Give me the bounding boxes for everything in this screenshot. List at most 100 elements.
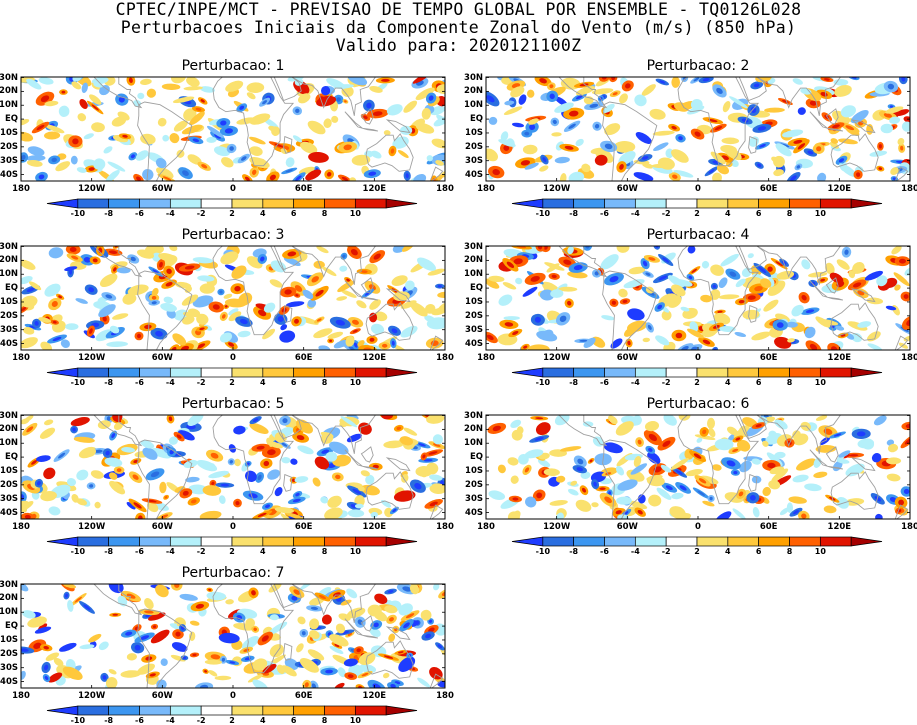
colorbar-label: -10 [70, 547, 86, 556]
perturbation-core [576, 467, 584, 472]
perturbation-core [648, 433, 658, 442]
perturbation-core [83, 256, 91, 263]
perturbation-blob [502, 282, 517, 290]
perturbation-blob [268, 621, 288, 635]
perturbation-blob [185, 476, 200, 483]
perturbation-core [57, 452, 66, 459]
colorbar-label: 8 [321, 378, 328, 387]
colorbar-label: 2 [229, 209, 235, 218]
perturbation-blob [524, 162, 539, 170]
colorbar-label: 8 [321, 209, 328, 218]
perturbation-core [549, 84, 554, 89]
perturbation-blob [169, 436, 178, 445]
perturbation-blob [225, 80, 244, 92]
colorbar-label: -4 [630, 547, 640, 556]
perturbation-blob [417, 257, 436, 271]
perturbation-core [568, 123, 576, 129]
perturbation-core [564, 145, 574, 150]
perturbation-core [129, 503, 134, 508]
perturbation-core [712, 284, 717, 289]
perturbation-blob [488, 275, 505, 283]
perturbation-core [777, 478, 787, 484]
perturbation-core [182, 170, 189, 176]
perturbation-blob [140, 133, 156, 145]
perturbation-core [577, 458, 584, 465]
perturbation-blob [163, 296, 174, 304]
perturbation-core [89, 328, 93, 334]
perturbation-core [346, 278, 350, 282]
perturbation-blob [269, 614, 279, 621]
lon-label: 60E [759, 353, 778, 363]
perturbation-core [371, 315, 375, 320]
perturbation-blob [554, 156, 570, 164]
perturbation-blob [616, 496, 632, 505]
lon-label: 60E [759, 184, 778, 194]
perturbation-blob [249, 146, 263, 156]
perturbation-core [898, 499, 905, 506]
lon-label: 120E [827, 184, 852, 194]
perturbation-blob [671, 284, 686, 297]
perturbation-core [344, 100, 347, 103]
perturbation-blob [369, 85, 383, 93]
perturbation-blob [426, 317, 445, 330]
perturbation-blob [656, 487, 672, 500]
colorbar-label: -8 [104, 716, 114, 725]
perturbation-core [403, 622, 410, 629]
perturbation-core [290, 302, 300, 306]
perturbation-core [594, 123, 600, 129]
perturbation-blob [886, 457, 902, 465]
perturbation-blob [873, 415, 887, 426]
perturbation-core [844, 249, 849, 255]
perturbation-blob [356, 300, 367, 309]
colorbar-swatch [696, 198, 729, 209]
perturbation-core [352, 329, 358, 333]
colorbar-label: 10 [349, 378, 361, 387]
perturbation-core [311, 683, 317, 688]
perturbation-blob [189, 631, 196, 641]
colorbar-label: -6 [600, 378, 609, 387]
perturbation-core [224, 635, 234, 641]
perturbation-blob [369, 299, 381, 310]
perturbation-core [647, 324, 652, 330]
perturbation-blob [182, 315, 195, 325]
perturbation-core [648, 257, 656, 261]
perturbation-blob [751, 458, 761, 465]
perturbation-blob [108, 669, 117, 675]
colorbar-swatch [231, 705, 264, 716]
perturbation-blob [76, 167, 87, 173]
perturbation-blob [187, 154, 202, 165]
lon-label: 0 [230, 522, 236, 532]
perturbation-core [176, 644, 184, 650]
perturbation-core [833, 433, 842, 437]
colorbar [511, 198, 883, 209]
perturbation-core [599, 487, 606, 491]
colorbar-swatch [758, 198, 790, 209]
perturbation-core [36, 481, 41, 486]
perturbation-core [631, 311, 640, 318]
perturbation-blob [170, 654, 186, 662]
perturbation-blob [172, 96, 195, 104]
colorbar-swatch [604, 367, 636, 378]
colorbar-label: 4 [260, 209, 266, 218]
perturbation-blob [763, 299, 779, 312]
perturbation-field [21, 584, 445, 688]
colorbar-swatch [727, 198, 760, 209]
perturbation-core [874, 496, 882, 502]
perturbation-core [293, 589, 301, 595]
perturbation-blob [890, 167, 899, 176]
perturbation-blob [196, 313, 209, 325]
colorbar-label: 10 [814, 378, 826, 387]
header-line-3: Valido para: 2020121100Z [335, 36, 582, 55]
perturbation-blob [397, 150, 409, 158]
colorbar-swatch [169, 367, 202, 378]
perturbation-blob [431, 307, 445, 316]
lon-label: 120E [362, 353, 387, 363]
perturbation-core [796, 165, 801, 169]
lat-label: 10N [0, 438, 18, 449]
perturbation-core [672, 174, 678, 179]
coastline-layer [558, 246, 909, 350]
perturbation-blob [836, 259, 850, 270]
colorbar-label: 2 [694, 209, 700, 218]
perturbation-blob [729, 96, 748, 109]
perturbation-core [192, 653, 197, 657]
